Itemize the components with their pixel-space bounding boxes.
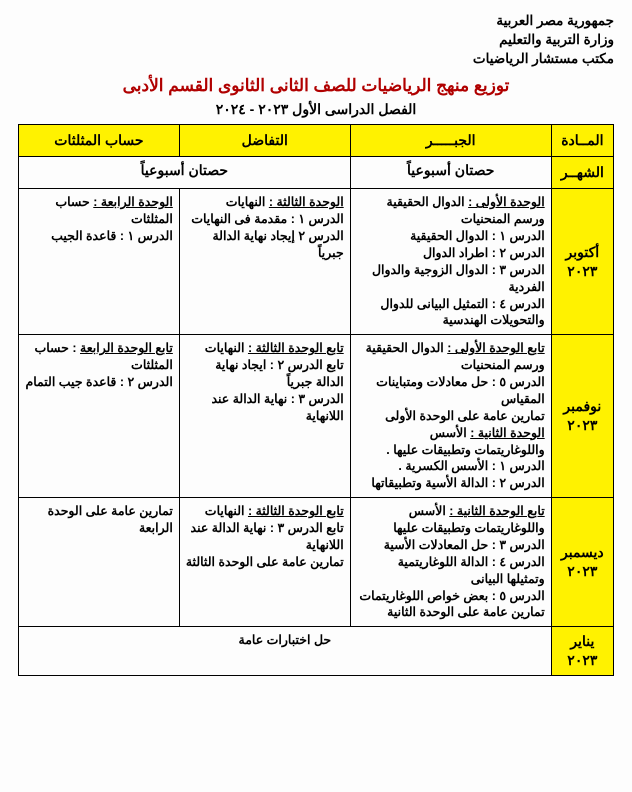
nov-trig: تابع الوحدة الرابعة : حساب المثلثاتالدرس… xyxy=(19,335,180,498)
nov-calc-unit: تابع الوحدة الثالثة : xyxy=(248,341,344,355)
dec-calculus: تابع الوحدة الثالثة : النهاياتتابع الدرس… xyxy=(179,498,350,627)
nov-calculus: تابع الوحدة الثالثة : النهاياتتابع الدرس… xyxy=(179,335,350,498)
dec-calc-unit: تابع الوحدة الثالثة : xyxy=(248,504,344,518)
dec-algebra: تابع الوحدة الثانية : الأسس واللوغاريتما… xyxy=(350,498,551,627)
header-row: المــادة الجبـــــر التفاضل حساب المثلثا… xyxy=(19,125,614,157)
oct-trig-unit: الوحدة الرابعة : xyxy=(93,195,173,209)
th-calculus: التفاضل xyxy=(179,125,350,157)
oct-calc-unit: الوحدة الثالثة : xyxy=(269,195,344,209)
th-subject: المــادة xyxy=(551,125,613,157)
month-oct: أكتوبر ٢٠٢٣ xyxy=(551,189,613,335)
oct-alg-body: الدوال الحقيقية ورسم المنحنياتالدرس ١ : … xyxy=(372,195,545,327)
dec-trig: تمارين عامة على الوحدة الرابعة xyxy=(19,498,180,627)
month-nov: نوفمبر ٢٠٢٣ xyxy=(551,335,613,498)
jan-exam: حل اختبارات عامة xyxy=(19,627,552,676)
gov-header: جمهورية مصر العربية وزارة التربية والتعل… xyxy=(18,12,614,69)
sessions-algebra: حصتان أسبوعياً xyxy=(350,157,551,189)
month-dec: ديسمبر ٢٠٢٣ xyxy=(551,498,613,627)
nov-alg-unit2: الوحدة الثانية : xyxy=(470,426,545,440)
page-title: توزيع منهج الرياضيات للصف الثانى الثانوى… xyxy=(18,75,614,98)
oct-calculus: الوحدة الثالثة : النهاياتالدرس ١ : مقدمة… xyxy=(179,189,350,335)
sessions-row: الشهــر حصتان أسبوعياً حصتان أسبوعياً xyxy=(19,157,614,189)
month-jan: يناير ٢٠٢٣ xyxy=(551,627,613,676)
row-dec: ديسمبر ٢٠٢٣ تابع الوحدة الثانية : الأسس … xyxy=(19,498,614,627)
row-oct: أكتوبر ٢٠٢٣ الوحدة الأولى : الدوال الحقي… xyxy=(19,189,614,335)
dec-alg-unit: تابع الوحدة الثانية : xyxy=(449,504,544,518)
row-nov: نوفمبر ٢٠٢٣ تابع الوحدة الأولى : الدوال … xyxy=(19,335,614,498)
nov-alg-unit1: تابع الوحدة الأولى : xyxy=(447,341,544,355)
th-month: الشهــر xyxy=(551,157,613,189)
nov-algebra: تابع الوحدة الأولى : الدوال الحقيقية ورس… xyxy=(350,335,551,498)
sessions-trig: حصتان أسبوعياً xyxy=(19,157,351,189)
curriculum-table: المــادة الجبـــــر التفاضل حساب المثلثا… xyxy=(18,124,614,676)
hdr-country: جمهورية مصر العربية xyxy=(18,12,614,30)
th-algebra: الجبـــــر xyxy=(350,125,551,157)
nov-trig-unit: تابع الوحدة الرابعة xyxy=(80,341,173,355)
oct-trig: الوحدة الرابعة : حساب المثلثاتالدرس ١ : … xyxy=(19,189,180,335)
hdr-ministry: وزارة التربية والتعليم xyxy=(18,31,614,49)
th-trig: حساب المثلثات xyxy=(19,125,180,157)
hdr-office: مكتب مستشار الرياضيات xyxy=(18,50,614,68)
page-subtitle: الفصل الدراسى الأول ٢٠٢٣ - ٢٠٢٤ xyxy=(18,100,614,119)
row-jan: يناير ٢٠٢٣ حل اختبارات عامة xyxy=(19,627,614,676)
dec-alg-body: الأسس واللوغاريتمات وتطبيقات عليهاالدرس … xyxy=(359,504,544,619)
oct-alg-unit: الوحدة الأولى : xyxy=(468,195,545,209)
oct-algebra: الوحدة الأولى : الدوال الحقيقية ورسم الم… xyxy=(350,189,551,335)
